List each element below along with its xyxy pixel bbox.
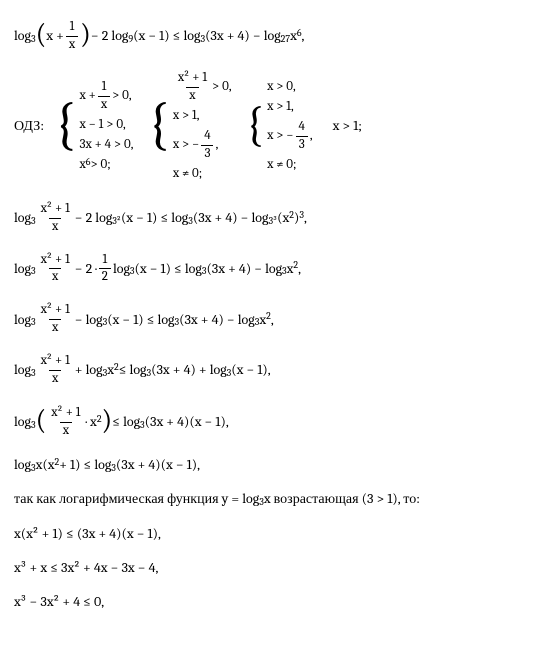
lparen: ( xyxy=(36,16,47,52)
txt: (3x + 4) − log xyxy=(205,27,281,45)
odz-block: ОДЗ: { x +1x > 0, x − 1 > 0, 3x + 4 > 0,… xyxy=(14,70,546,182)
equation-line-1: log3 ( x + 1x ) − 2 log9 (x − 1) ≤ log3 … xyxy=(14,18,546,54)
odz-label: ОДЗ: xyxy=(14,117,44,135)
equation-line-8: log3 x(x2 + 1) ≤ log3 (3x + 4)(x − 1), xyxy=(14,456,546,474)
equation-line-12: x³ − 3x² + 4 ≤ 0, xyxy=(14,593,546,611)
text-line-9: так как логарифмическая функция y = log3… xyxy=(14,490,546,508)
equation-line-3: log3 x² + 1x − 2 log3² (x − 1) ≤ log3 (3… xyxy=(14,201,546,236)
fraction: 1x xyxy=(66,19,78,54)
txt: log xyxy=(14,27,31,45)
sub: 27 xyxy=(281,33,290,46)
equation-line-6: log3 x² + 1x + log3 x2 ≤ log3 (3x + 4) +… xyxy=(14,353,546,388)
equation-line-5: log3 x² + 1x − log3 (x − 1) ≤ log3 (3x +… xyxy=(14,302,546,337)
brace-icon: { xyxy=(147,96,169,154)
brace-icon: { xyxy=(54,96,76,154)
equation-line-7: log3 ( x² + 1x · x2 ) ≤ log3 (3x + 4)(x … xyxy=(14,404,546,440)
sup: 6 xyxy=(297,27,302,40)
system-2: { x² + 1x > 0, x > 1, x > −43, x ≠ 0; xyxy=(147,70,231,182)
sub: 9 xyxy=(128,33,133,46)
odz-result: x > 1; xyxy=(333,117,362,135)
rparen: ) xyxy=(80,16,91,52)
equation-line-10: x(x² + 1) ≤ (3x + 4)(x − 1), xyxy=(14,525,546,543)
txt: (x − 1) ≤ log xyxy=(133,27,200,45)
txt: x xyxy=(290,27,297,45)
system-1: { x +1x > 0, x − 1 > 0, 3x + 4 > 0, x6 >… xyxy=(54,79,133,173)
txt: − 2 log xyxy=(91,27,128,45)
equation-line-4: log3 x² + 1x − 2 · 12 log3 (x − 1) ≤ log… xyxy=(14,252,546,287)
txt: , xyxy=(302,27,305,45)
txt: x + xyxy=(46,27,64,45)
sub: 3 xyxy=(200,33,205,46)
equation-line-11: x³ + x ≤ 3x² + 4x − 3x − 4, xyxy=(14,559,546,577)
brace-icon: { xyxy=(246,101,265,149)
system-3: { x > 0, x > 1, x > −43, x ≠ 0; xyxy=(246,79,313,173)
